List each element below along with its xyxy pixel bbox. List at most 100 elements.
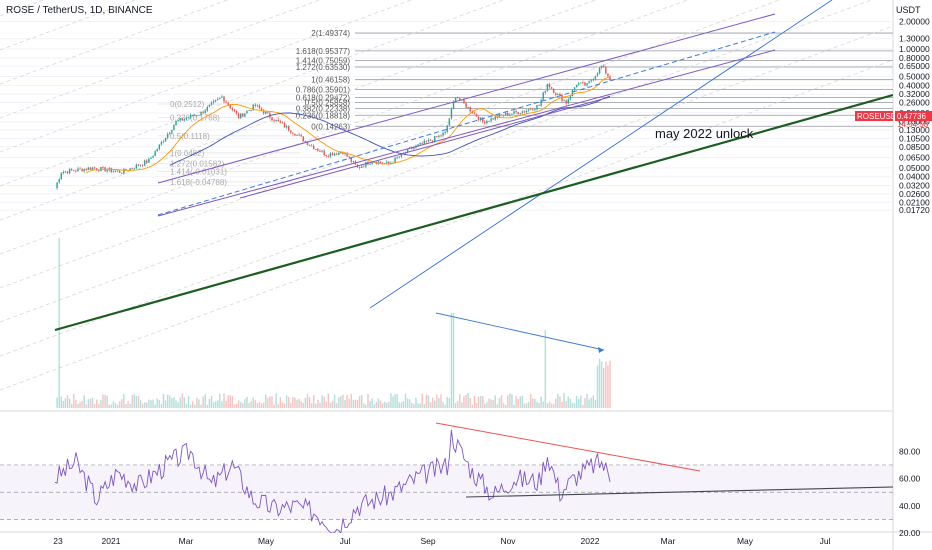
candle-body (58, 179, 60, 183)
candle-body (590, 80, 592, 82)
volume-bar (596, 365, 599, 408)
volume-bar (217, 400, 219, 408)
symbol-label[interactable]: ROSE / TetherUS (6, 5, 85, 16)
volume-bar (110, 404, 113, 408)
volume-bar (406, 398, 409, 408)
volume-bar (242, 403, 244, 408)
fib-level-label: 2(1.49374) (311, 29, 350, 38)
volume-bar (417, 403, 419, 408)
candle-body (434, 136, 436, 142)
volume-bar (269, 396, 271, 408)
volume-bar (603, 367, 605, 408)
volume-bar (252, 397, 254, 408)
chart-header: ROSE / TetherUS, 1D, BINANCE (6, 5, 153, 16)
candle-body (431, 140, 434, 142)
volume-bar (352, 399, 355, 408)
volume-bar (513, 404, 515, 408)
rsi-tick-label: 40.00 (899, 501, 921, 511)
time-axis[interactable]: 23 2021 Mar May Jul Sep Nov 2022 Mar May Jul (53, 536, 830, 546)
channel-upper-line[interactable] (157, 13, 776, 184)
volume-bar (400, 402, 403, 408)
volume-bar (281, 402, 284, 408)
volume-bar (102, 394, 104, 408)
rsi-down-trend-line[interactable] (435, 422, 701, 472)
candle-body (504, 112, 507, 116)
volume-bar (196, 397, 198, 408)
candle-body (465, 103, 467, 108)
channel-inner-line[interactable] (157, 49, 776, 217)
candle-body (315, 148, 317, 150)
candle-body (306, 141, 309, 146)
candle-body (438, 135, 440, 137)
volume-bar (221, 401, 223, 408)
exchange-label: BINANCE (108, 5, 153, 16)
channel-mid-line[interactable] (157, 31, 776, 216)
volume-bar (64, 398, 67, 408)
volume-bar (434, 400, 436, 408)
volume-trend-line[interactable] (435, 312, 605, 351)
rsi-tick-label: 60.00 (899, 474, 921, 484)
volume-bar (442, 402, 444, 408)
volume-bar (488, 398, 490, 408)
volume-bar (175, 400, 177, 408)
candle-body (208, 104, 211, 107)
time-tick-label: Mar (179, 536, 194, 546)
rsi-tick-label: 80.00 (899, 446, 921, 456)
volume-bar (194, 404, 196, 408)
candle-body (139, 164, 142, 166)
candle-body (235, 111, 238, 114)
arrow-head (598, 347, 604, 353)
channel-lower-line[interactable] (239, 96, 611, 199)
support-trend-line[interactable] (369, 0, 833, 309)
trend-lines[interactable] (54, 0, 893, 353)
candle-body (191, 114, 194, 117)
volume-bar (108, 404, 110, 408)
volume-bar (273, 404, 275, 408)
candle-body (133, 168, 136, 170)
candle-body (511, 113, 513, 115)
volume-bar (256, 403, 259, 408)
volume-bar (588, 399, 590, 408)
annotation-unlock[interactable]: may 2022 unlock (655, 126, 754, 141)
volume-bar (283, 403, 286, 408)
price-tick-label: 0.03200 (899, 181, 930, 191)
candle-body (123, 168, 125, 174)
volume-bar (73, 393, 75, 408)
candle-body (498, 114, 501, 118)
candle-body (521, 111, 524, 114)
candle-body (125, 168, 127, 171)
volume-bar (298, 398, 300, 408)
volume-bar (98, 403, 100, 408)
long-term-trend-line[interactable] (54, 93, 893, 332)
candle-body (83, 168, 85, 172)
volume-bar (363, 403, 365, 408)
volume-bar (383, 401, 386, 408)
volume-bar (106, 395, 108, 408)
candle-body (348, 156, 350, 158)
price-axis[interactable]: 2.00000 1.300001.000000.800000.650000.500… (899, 17, 930, 216)
candle-body (529, 109, 532, 111)
volume-bar (131, 395, 133, 408)
candle-body (73, 170, 75, 172)
volume-bar (365, 404, 367, 408)
candle-body (592, 79, 595, 81)
volume-bar (450, 313, 453, 408)
candle-body (237, 113, 240, 119)
price-tick-label: 1.00000 (899, 44, 930, 54)
volume-bar (411, 402, 413, 408)
old-fib-label: 1.618(-0.04788) (170, 178, 227, 187)
candle-body (194, 115, 196, 117)
volume-bar (519, 396, 522, 408)
volume-bar (160, 403, 163, 408)
candle-body (112, 171, 115, 173)
volume-bar (465, 394, 467, 408)
candle-body (66, 171, 69, 174)
ma-short-line (86, 76, 611, 174)
interval-label[interactable]: 1D (89, 5, 103, 16)
candle-body (423, 140, 426, 144)
volume-bar (571, 402, 574, 408)
volume-bar (239, 401, 242, 408)
volume-bar (229, 395, 231, 408)
rsi-support-line[interactable] (465, 486, 893, 498)
